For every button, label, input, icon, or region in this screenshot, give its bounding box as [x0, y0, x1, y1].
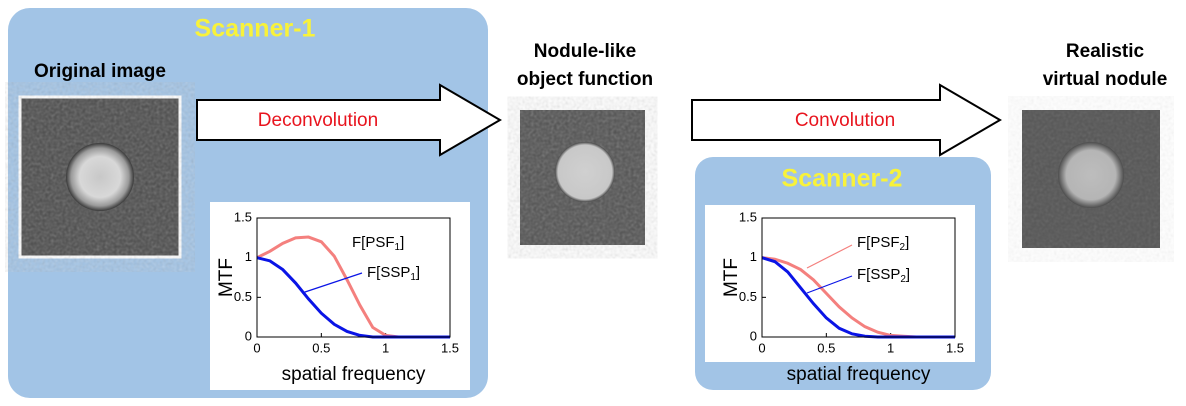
scanner2-title: Scanner-2 — [782, 165, 903, 193]
y-tick-label: 1 — [245, 249, 252, 264]
object-image — [520, 110, 645, 245]
x-tick-label: 0.5 — [817, 340, 835, 355]
legend-part: ] — [906, 266, 910, 283]
y-tick-label: 0 — [750, 328, 757, 343]
y-tick-label: 1 — [750, 249, 757, 264]
arrow-label: Convolution — [795, 110, 895, 131]
x-tick-label: 1.5 — [441, 340, 459, 355]
nodule-label: Realistic — [1066, 41, 1145, 62]
x-axis-label: spatial frequency — [787, 364, 931, 385]
legend-part: ] — [905, 234, 909, 251]
object-label: Nodule-like — [534, 41, 636, 62]
x-tick-label: 1.5 — [946, 340, 964, 355]
diagram: Scanner-1 Original image Deconvolution N… — [0, 0, 1186, 401]
legend-part: F[PSF — [857, 234, 900, 251]
x-tick-label: 1 — [382, 340, 389, 355]
nodule-label: virtual nodule — [1043, 69, 1168, 90]
legend-part: ] — [400, 234, 404, 251]
arrow-label: Deconvolution — [258, 110, 378, 131]
x-axis-label: spatial frequency — [282, 364, 426, 385]
object-label: object function — [517, 69, 653, 90]
legend-part: F[SSP — [367, 264, 410, 281]
legend-part: F[PSF — [352, 234, 395, 251]
y-axis-label: MTF — [216, 258, 237, 297]
x-tick-label: 1 — [887, 340, 894, 355]
nodule-image — [1022, 110, 1160, 248]
x-tick-label: 0.5 — [312, 340, 330, 355]
image-label: Original image — [34, 61, 166, 82]
legend-part: ] — [416, 264, 420, 281]
y-tick-label: 0 — [245, 328, 252, 343]
x-tick-label: 0 — [253, 340, 260, 355]
y-tick-label: 1.5 — [739, 209, 757, 224]
x-tick-label: 0 — [758, 340, 765, 355]
scanner1-title: Scanner-1 — [195, 15, 316, 43]
original-image — [20, 97, 180, 257]
y-tick-label: 1.5 — [234, 209, 252, 224]
y-axis-label: MTF — [721, 258, 742, 297]
legend-part: F[SSP — [857, 266, 900, 283]
